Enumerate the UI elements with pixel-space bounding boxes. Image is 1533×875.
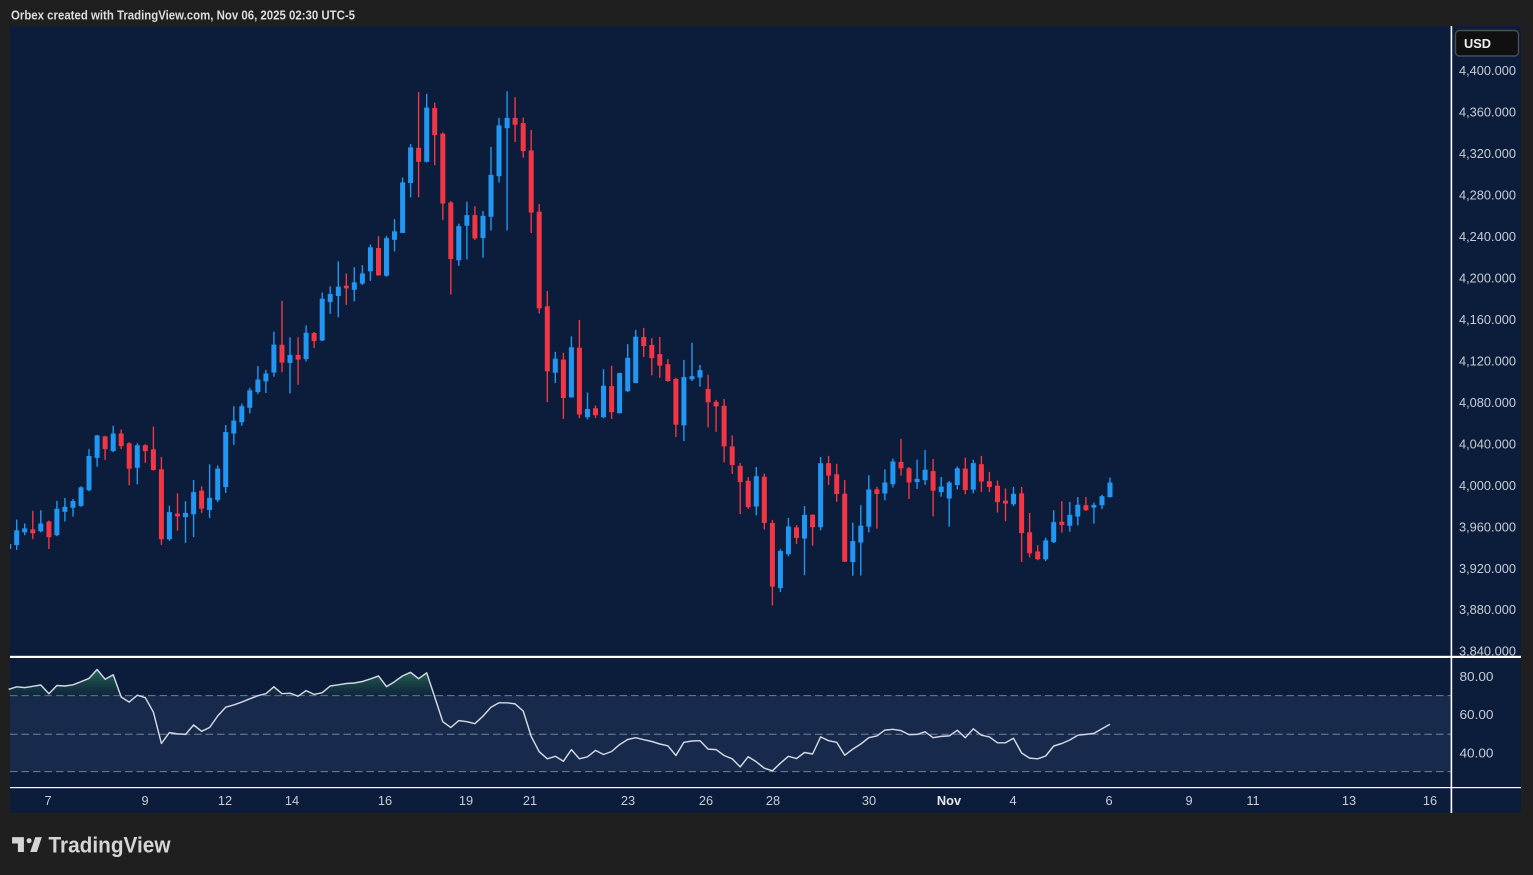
svg-text:3,880.000: 3,880.000 xyxy=(1459,602,1516,617)
svg-text:30: 30 xyxy=(862,793,876,808)
svg-text:Orbex created with TradingView: Orbex created with TradingView.com, Nov … xyxy=(11,8,355,23)
svg-text:28: 28 xyxy=(766,793,780,808)
svg-text:21: 21 xyxy=(523,793,537,808)
svg-text:Nov: Nov xyxy=(937,793,962,808)
svg-text:7: 7 xyxy=(44,793,51,808)
svg-text:14: 14 xyxy=(285,793,299,808)
svg-text:4,320.000: 4,320.000 xyxy=(1459,146,1516,161)
svg-text:4,080.000: 4,080.000 xyxy=(1459,395,1516,410)
svg-text:9: 9 xyxy=(141,793,148,808)
svg-text:4,120.000: 4,120.000 xyxy=(1459,353,1516,368)
svg-text:11: 11 xyxy=(1246,793,1259,808)
svg-text:40.00: 40.00 xyxy=(1460,746,1494,761)
svg-text:USD: USD xyxy=(1464,36,1491,51)
svg-text:16: 16 xyxy=(1423,793,1437,808)
svg-text:4: 4 xyxy=(1009,793,1016,808)
svg-text:26: 26 xyxy=(699,793,713,808)
svg-text:4,280.000: 4,280.000 xyxy=(1459,188,1516,203)
svg-text:6: 6 xyxy=(1105,793,1112,808)
svg-text:80.00: 80.00 xyxy=(1460,669,1494,684)
svg-text:13: 13 xyxy=(1342,793,1356,808)
svg-text:19: 19 xyxy=(459,793,473,808)
svg-text:9: 9 xyxy=(1185,793,1192,808)
svg-text:TradingView: TradingView xyxy=(49,833,171,858)
svg-text:4,160.000: 4,160.000 xyxy=(1459,312,1516,327)
svg-text:3,840.000: 3,840.000 xyxy=(1459,644,1516,659)
svg-text:4,400.000: 4,400.000 xyxy=(1459,63,1516,78)
svg-text:4,200.000: 4,200.000 xyxy=(1459,271,1516,286)
svg-text:12: 12 xyxy=(218,793,232,808)
svg-text:4,360.000: 4,360.000 xyxy=(1459,105,1516,120)
svg-text:4,040.000: 4,040.000 xyxy=(1459,436,1516,451)
svg-text:60.00: 60.00 xyxy=(1460,707,1494,722)
svg-text:4,240.000: 4,240.000 xyxy=(1459,229,1516,244)
svg-text:4,000.000: 4,000.000 xyxy=(1459,478,1516,493)
svg-text:3,960.000: 3,960.000 xyxy=(1459,519,1516,534)
svg-text:3,920.000: 3,920.000 xyxy=(1459,561,1516,576)
svg-text:16: 16 xyxy=(378,793,392,808)
svg-text:23: 23 xyxy=(621,793,635,808)
